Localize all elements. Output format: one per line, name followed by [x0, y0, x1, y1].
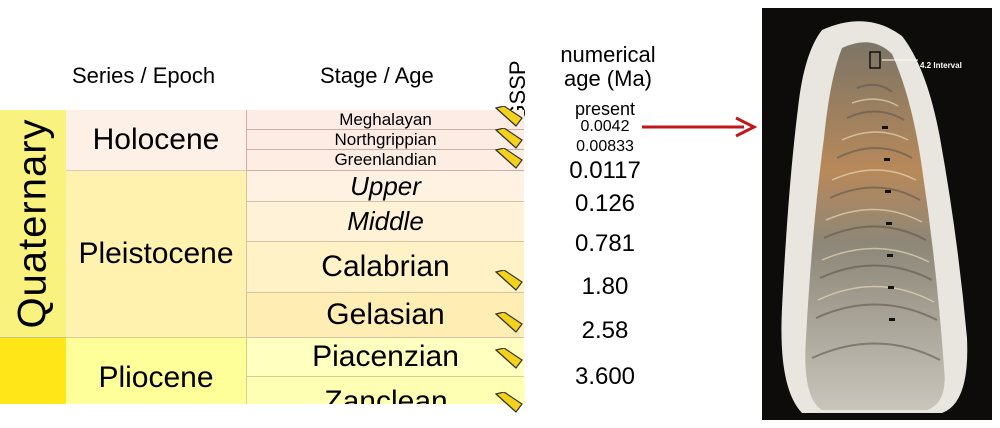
age-present: present [574, 99, 636, 119]
series-epoch-header: Series / Epoch [72, 63, 216, 88]
stage-age-header: Stage / Age [320, 63, 434, 88]
stage-northgrippian: Northgrippian [246, 130, 524, 150]
gssp-spike-icon [494, 128, 523, 149]
age-1-80: 1.80 [581, 273, 629, 300]
stage-upper: Upper [246, 171, 524, 202]
holocene-cell: Holocene [66, 110, 246, 171]
calabrian-label: Calabrian [321, 250, 450, 283]
interval-label: 4.2 Interval [920, 61, 962, 70]
middle-label: Middle [347, 206, 424, 236]
pointer-arrow-icon [642, 116, 758, 138]
quaternary-label: Quaternary [10, 118, 55, 329]
gssp-spike-icon [494, 312, 523, 333]
stage-greenlandian: Greenlandian [246, 150, 524, 171]
gssp-spike-icon [494, 148, 523, 169]
holocene-label: Holocene [92, 123, 220, 156]
age-0-126: 0.126 [574, 190, 636, 217]
pleistocene-label: Pleistocene [78, 237, 234, 270]
neogene-cell [0, 338, 66, 404]
age-2-58: 2.58 [581, 317, 629, 344]
northgrippian-label: Northgrippian [334, 129, 437, 149]
upper-label: Upper [350, 170, 421, 201]
pliocene-label: Pliocene [98, 361, 214, 394]
age-0-781: 0.781 [574, 230, 636, 257]
piacenzian-label: Piacenzian [312, 340, 459, 373]
age-3-600: 3.600 [574, 363, 636, 390]
zanclean-label: Zanclean [324, 385, 448, 404]
quaternary-cell: Quaternary [0, 110, 66, 338]
gssp-spike-icon [494, 106, 523, 127]
gssp-spike-icon [494, 348, 523, 369]
age-0-0042: 0.0042 [580, 118, 630, 135]
meghalayan-label: Meghalayan [339, 109, 432, 129]
pleistocene-cell: Pleistocene [66, 171, 246, 338]
gssp-spike-icon [494, 392, 523, 413]
greenlandian-label: Greenlandian [334, 150, 437, 169]
numerical-age-header: numerical age (Ma) [560, 42, 656, 91]
stage-piacenzian: Piacenzian [246, 338, 524, 377]
age-0-00833: 0.00833 [576, 138, 634, 155]
stage-gelasian: Gelasian [246, 293, 524, 338]
stage-zanclean: Zanclean [246, 377, 525, 404]
speleothem-photo: 4.2 Interval [762, 8, 992, 420]
stalagmite-section-image [781, 21, 968, 413]
stage-meghalayan: Meghalayan [246, 110, 524, 130]
pliocene-cell: Pliocene [66, 338, 246, 404]
gelasian-label: Gelasian [326, 298, 445, 331]
age-0-0117: 0.0117 [569, 157, 641, 184]
gssp-spike-icon [494, 270, 523, 291]
stage-middle: Middle [246, 202, 524, 242]
stage-calabrian: Calabrian [246, 242, 524, 293]
